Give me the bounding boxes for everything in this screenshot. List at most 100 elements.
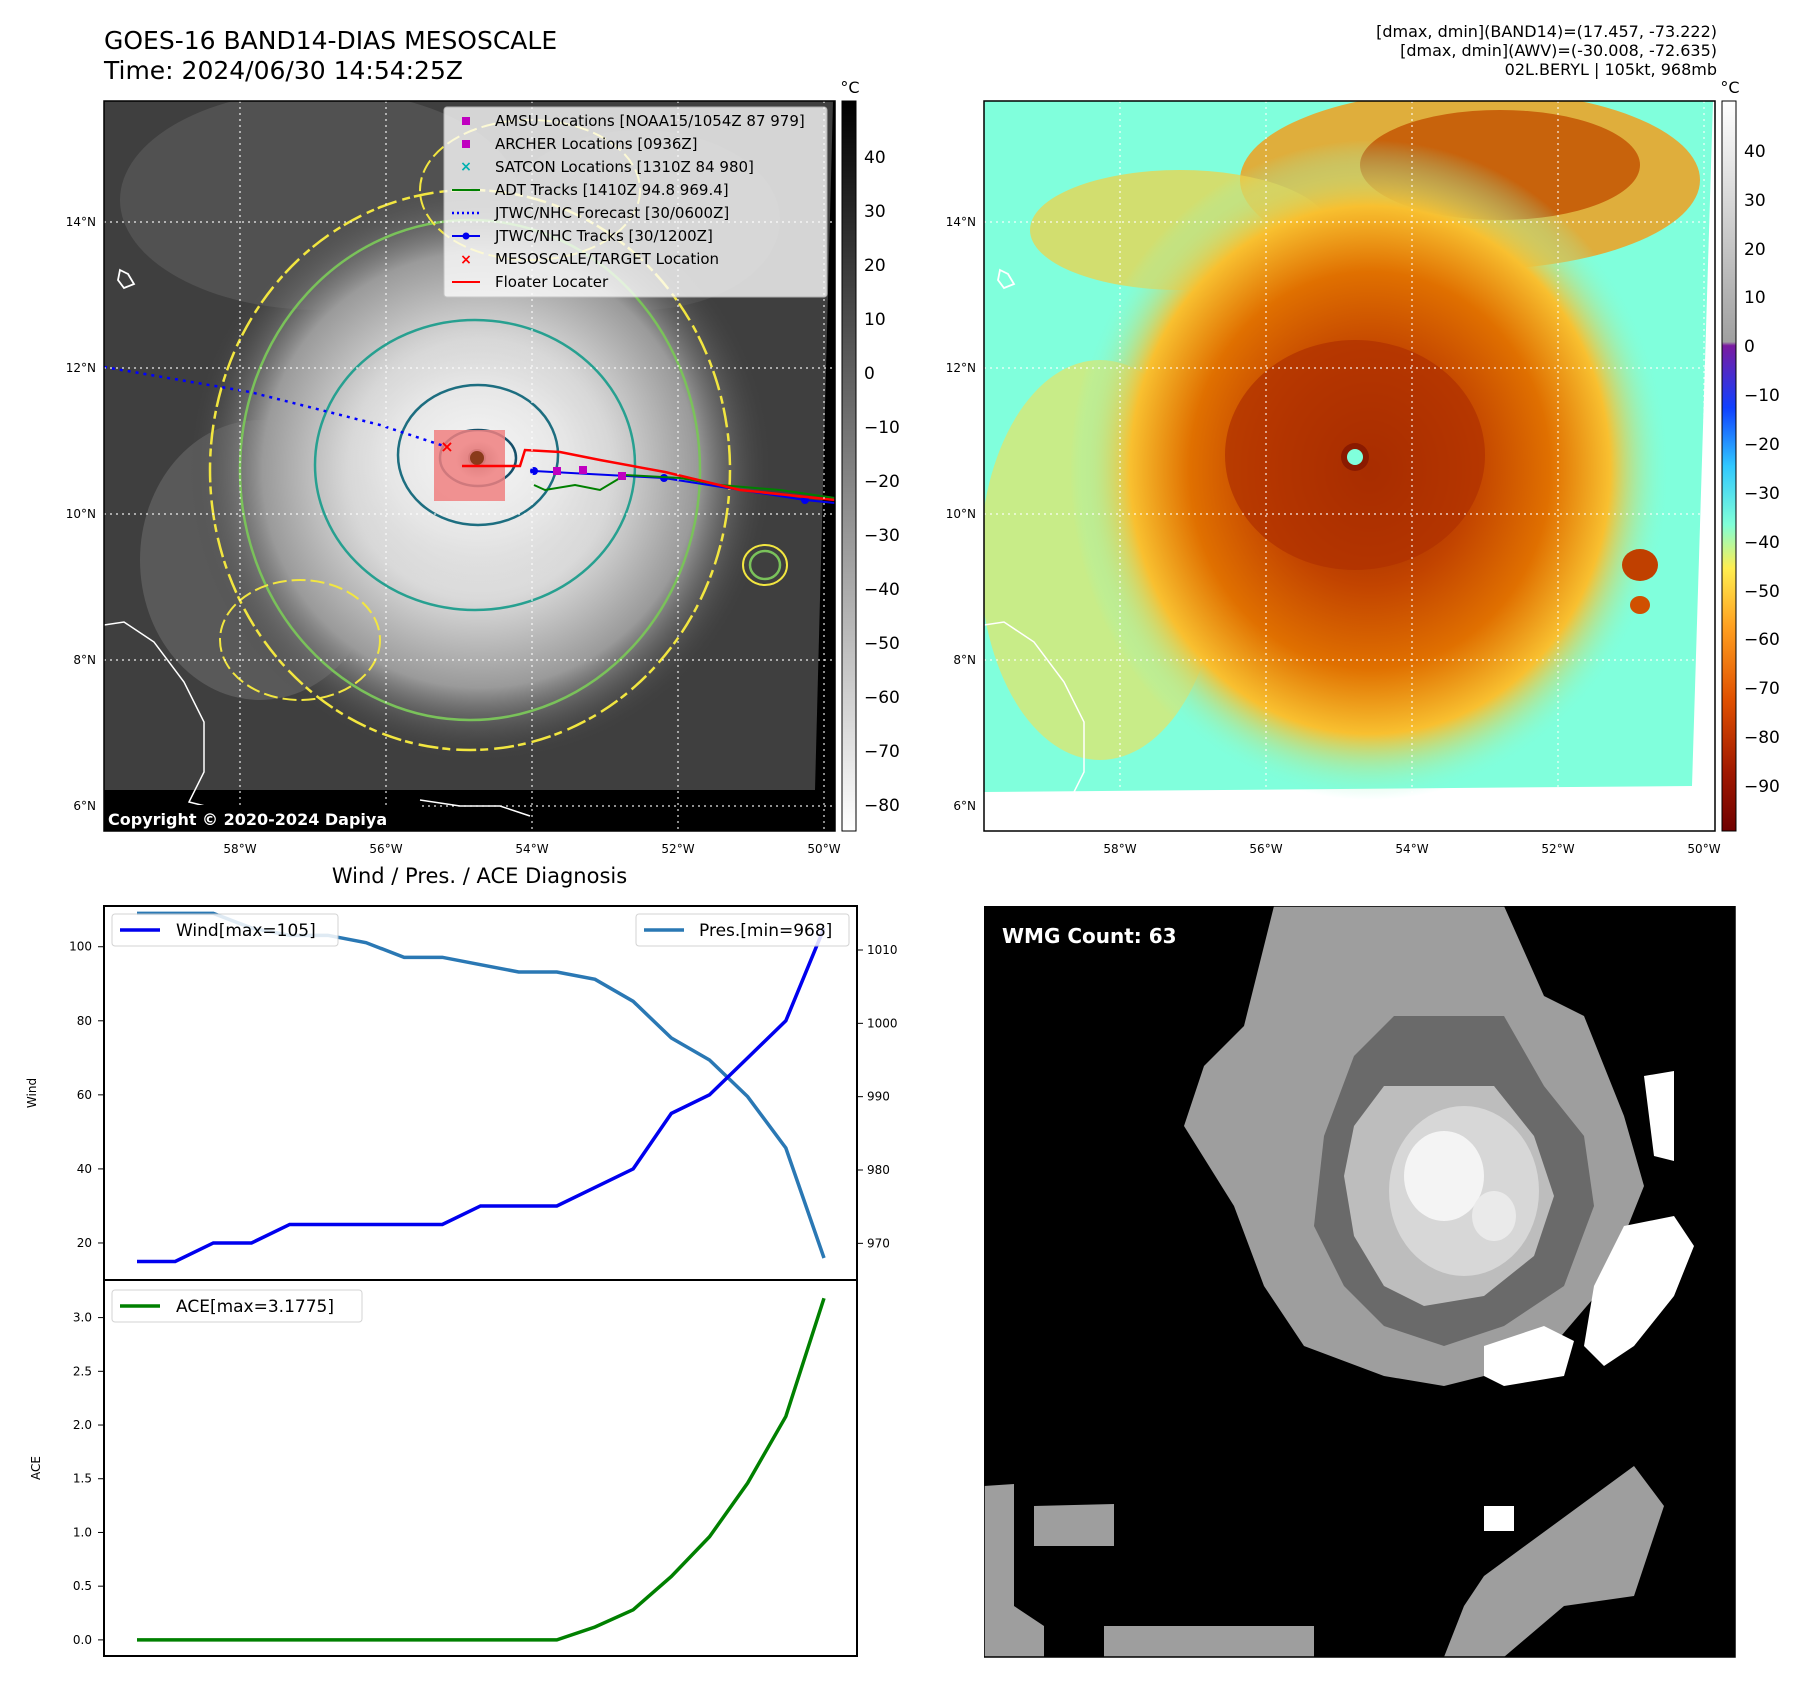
enhanced-colorbar	[1721, 100, 1737, 832]
ace-tick-label: 2.0	[73, 1418, 92, 1432]
lon-label-52w-r: 52°W	[1541, 842, 1574, 856]
cbr-tick-m30: −30	[1744, 484, 1780, 504]
cbr-tick-40: 40	[1744, 142, 1766, 162]
lat-label-14n-r: 14°N	[946, 215, 976, 229]
cbl-tick-10: 10	[864, 310, 886, 330]
enhanced-colorbar-ticks: 40 30 20 10 0 −10 −20 −30 −40 −50 −60 −7…	[1744, 142, 1780, 797]
legend-label-archer: ARCHER Locations [0936Z]	[495, 135, 698, 153]
pressure-tick-label: 1000	[867, 1016, 898, 1030]
legend-marker-target: ×	[460, 252, 472, 268]
wind-axis-label: Wind	[25, 1078, 39, 1108]
lat-label-10n: 10°N	[66, 507, 96, 521]
enhanced-map-lon-labels: 58°W 56°W 54°W 52°W 50°W	[1103, 842, 1720, 856]
ir-colorbar	[841, 100, 857, 832]
cbl-tick-m10: −10	[864, 418, 900, 438]
lon-label-50w-r: 50°W	[1687, 842, 1720, 856]
legend-marker-tracks-dot	[462, 232, 470, 240]
legend-marker-amsu	[462, 117, 470, 125]
cbl-tick-m20: −20	[864, 472, 900, 492]
lon-label-58w-r: 58°W	[1103, 842, 1136, 856]
ace-tick-label: 0.5	[73, 1579, 92, 1593]
ir-colorbar-ticks: 40 30 20 10 0 −10 −20 −30 −40 −50 −60 −7…	[864, 148, 900, 816]
figure-title-line2: Time: 2024/06/30 14:54:25Z	[104, 56, 463, 85]
pressure-legend-box	[635, 913, 850, 947]
ir-map-panel: × × × AMSU Locations [NOAA15/1054Z 87 97…	[66, 78, 1780, 856]
ace-tick-label: 2.5	[73, 1364, 92, 1378]
cbr-tick-m60: −60	[1744, 630, 1780, 650]
cbl-tick-0: 0	[864, 364, 875, 384]
diagnosis-title: Wind / Pres. / ACE Diagnosis	[331, 864, 628, 888]
lon-label-56w-r: 56°W	[1249, 842, 1282, 856]
pressure-tick-label: 1010	[867, 943, 898, 957]
legend-label-adt: ADT Tracks [1410Z 94.8 969.4]	[495, 181, 729, 199]
cbl-tick-30: 30	[864, 202, 886, 222]
legend-label-target: MESOSCALE/TARGET Location	[495, 250, 719, 268]
cbl-tick-m70: −70	[864, 742, 900, 762]
target-x-marker: ×	[440, 437, 453, 456]
enhanced-colorbar-unit: °C	[1720, 78, 1739, 97]
cbr-tick-30: 30	[1744, 191, 1766, 211]
copyright-text: Copyright © 2020-2024 Dapiya	[108, 810, 387, 829]
legend-label-amsu: AMSU Locations [NOAA15/1054Z 87 979]	[495, 112, 805, 130]
ir-map-lat-labels: 14°N 12°N 10°N 8°N 6°N	[66, 215, 96, 813]
cbr-tick-m50: −50	[1744, 582, 1780, 602]
wmg-panel: WMG Count: 63	[984, 906, 1736, 1658]
ace-tick-label: 0.0	[73, 1633, 92, 1647]
lat-label-12n-r: 12°N	[946, 361, 976, 375]
meta-line2: [dmax, dmin](AWV)=(-30.008, -72.635)	[1400, 41, 1717, 60]
cbl-tick-m50: −50	[864, 634, 900, 654]
cbr-tick-m40: −40	[1744, 533, 1780, 553]
ace-axis-label: ACE	[29, 1456, 43, 1480]
legend-label-satcon: SATCON Locations [1310Z 84 980]	[495, 158, 754, 176]
cbl-tick-m80: −80	[864, 796, 900, 816]
ace-tick-label: 3.0	[73, 1311, 92, 1325]
lat-label-10n-r: 10°N	[946, 507, 976, 521]
ace-tick-label: 1.5	[73, 1472, 92, 1486]
wind-tick-label: 80	[77, 1014, 92, 1028]
cbr-tick-m20: −20	[1744, 435, 1780, 455]
legend-label-floater: Floater Locater	[495, 273, 609, 291]
wmg-imagery	[984, 906, 1694, 1657]
lon-label-50w: 50°W	[807, 842, 840, 856]
lon-label-52w: 52°W	[661, 842, 694, 856]
wind-tick-label: 60	[77, 1088, 92, 1102]
ir-colorbar-unit: °C	[840, 78, 859, 97]
lat-label-8n: 8°N	[73, 653, 96, 667]
pressure-legend-label: Pres.[min=968]	[699, 921, 832, 941]
ir-map-lon-labels: 58°W 56°W 54°W 52°W 50°W	[223, 842, 840, 856]
meta-line3: 02L.BERYL | 105kt, 968mb	[1504, 60, 1717, 79]
lat-label-8n-r: 8°N	[953, 653, 976, 667]
figure-title-line1: GOES-16 BAND14-DIAS MESOSCALE	[104, 26, 558, 55]
cbl-tick-m30: −30	[864, 526, 900, 546]
meta-line1: [dmax, dmin](BAND14)=(17.457, -73.222)	[1376, 22, 1717, 41]
cbr-tick-m10: −10	[1744, 386, 1780, 406]
enhanced-imagery	[984, 101, 1715, 831]
cbr-tick-10: 10	[1744, 288, 1766, 308]
legend-marker-archer	[462, 140, 470, 148]
enhanced-map-lat-labels: 14°N 12°N 10°N 8°N 6°N	[946, 215, 976, 813]
wind-legend-label: Wind[max=105]	[176, 921, 316, 941]
legend-label-tracks: JTWC/NHC Tracks [30/1200Z]	[494, 227, 713, 245]
cbr-tick-m90: −90	[1744, 777, 1780, 797]
cbr-tick-m70: −70	[1744, 679, 1780, 699]
wind-legend-box	[111, 913, 339, 947]
lat-label-6n-r: 6°N	[953, 799, 976, 813]
map-legend: × × AMSU Locations [NOAA15/1054Z 87 979]…	[452, 112, 805, 291]
cbl-tick-20: 20	[864, 256, 886, 276]
pressure-tick-label: 990	[867, 1090, 890, 1104]
cbr-tick-0: 0	[1744, 337, 1755, 357]
lat-label-14n: 14°N	[66, 215, 96, 229]
pressure-tick-label: 970	[867, 1236, 890, 1250]
lon-label-54w: 54°W	[515, 842, 548, 856]
wind-tick-label: 100	[69, 940, 92, 954]
wmg-count-label: WMG Count: 63	[1002, 924, 1177, 948]
cbr-tick-m80: −80	[1744, 728, 1780, 748]
cbr-tick-20: 20	[1744, 240, 1766, 260]
wind-tick-label: 20	[77, 1236, 92, 1250]
pressure-tick-label: 980	[867, 1163, 890, 1177]
lon-label-58w: 58°W	[223, 842, 256, 856]
ace-tick-label: 1.0	[73, 1525, 92, 1539]
cbl-tick-40: 40	[864, 148, 886, 168]
ace-legend-label: ACE[max=3.1775]	[176, 1297, 334, 1317]
ace-series-line	[137, 1297, 826, 1642]
